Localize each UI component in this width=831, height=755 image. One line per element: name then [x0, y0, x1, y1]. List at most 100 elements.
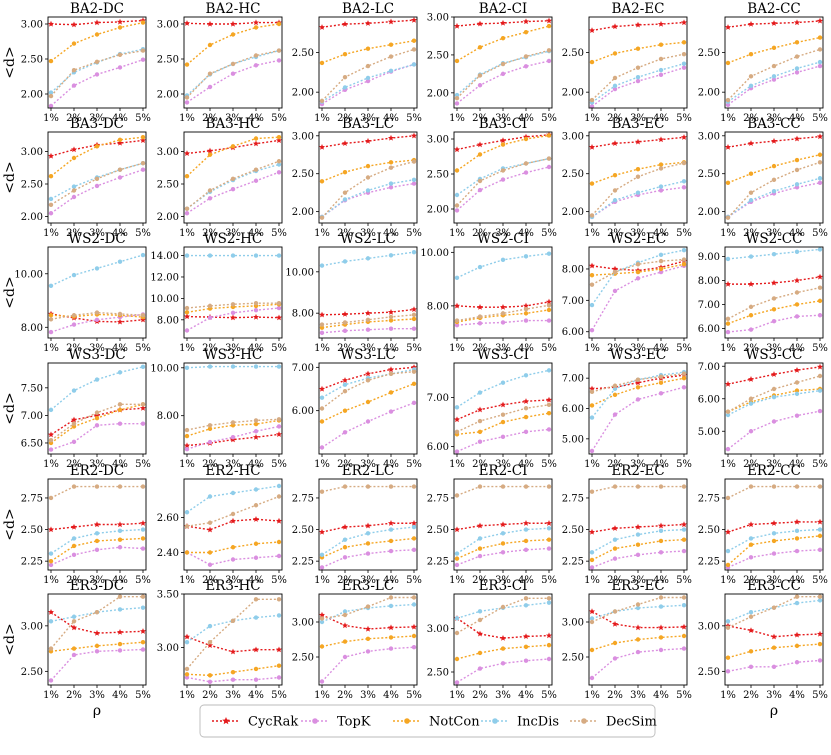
x-tick-label: 4% — [789, 113, 805, 124]
data-point — [817, 298, 823, 304]
data-point — [253, 136, 259, 141]
data-point — [319, 98, 325, 104]
axes-frame — [318, 246, 418, 339]
y-tick-label: 3.00 — [21, 621, 43, 632]
data-point — [658, 647, 664, 653]
legend-label: IncDis — [517, 715, 559, 730]
y-tick-label: 2.00 — [698, 207, 720, 218]
series-line — [50, 522, 144, 531]
x-tick-label: 3% — [495, 575, 511, 586]
data-point — [635, 78, 641, 84]
data-point — [275, 517, 283, 524]
data-point — [794, 314, 800, 319]
data-point — [817, 285, 823, 290]
data-point — [611, 23, 619, 30]
data-point — [816, 17, 824, 24]
data-point — [342, 609, 348, 614]
panel-title: WS3-EC — [610, 347, 666, 363]
series-cycrak — [724, 363, 824, 387]
panel-title: BA3-DC — [70, 116, 124, 132]
data-point — [545, 632, 553, 639]
data-point — [658, 162, 664, 167]
data-point — [70, 624, 78, 631]
data-point — [411, 177, 417, 182]
data-point — [454, 449, 460, 454]
data-point — [612, 288, 618, 294]
x-tick-label: 5% — [541, 459, 557, 470]
data-point — [612, 640, 618, 646]
series-decsim — [184, 417, 282, 433]
data-point — [342, 74, 348, 80]
data-point — [771, 177, 777, 182]
data-point — [477, 152, 483, 157]
x-tick-label: 5% — [541, 113, 557, 124]
y-tick-label: 3.50 — [157, 590, 179, 601]
data-point — [657, 136, 665, 143]
data-point — [365, 63, 371, 69]
panel-ba2-ec: BA2-EC 2.00 2.50 1% 2% 3% 4% 5% — [562, 1, 692, 124]
data-point — [94, 531, 100, 536]
data-point — [71, 41, 77, 46]
data-point — [771, 251, 777, 257]
series-line — [50, 422, 143, 451]
series-line — [321, 596, 414, 620]
y-tick-label: 3.00 — [427, 135, 449, 146]
x-tick-label: 2% — [607, 113, 623, 124]
data-point — [48, 313, 54, 318]
series-line — [186, 315, 280, 319]
series-topk — [454, 318, 552, 328]
data-point — [817, 180, 823, 186]
x-tick-label: 4% — [653, 459, 669, 470]
data-point — [725, 669, 731, 674]
data-point — [588, 385, 596, 392]
y-tick-label: 2.50 — [698, 667, 720, 678]
data-point — [342, 382, 348, 387]
data-point — [388, 538, 394, 544]
x-tick-label: 1% — [179, 690, 195, 701]
series-topk — [48, 167, 146, 216]
data-point — [681, 65, 687, 70]
x-tick-label: 4% — [248, 343, 264, 354]
panel-ba3-dc: BA3-DC 2.00 2.50 3.00 1% 2% 3% 4% 5% <d> — [2, 116, 151, 239]
series-decsim — [48, 594, 146, 651]
data-point — [816, 630, 824, 637]
data-point — [794, 548, 800, 554]
data-point — [522, 520, 530, 526]
data-point — [725, 619, 731, 624]
data-point — [117, 537, 123, 542]
x-tick-label: 3% — [630, 343, 646, 354]
y-tick-label: 8.00 — [157, 315, 179, 326]
data-point — [634, 523, 642, 530]
series-topk — [589, 548, 687, 570]
y-tick-label: 2.50 — [292, 48, 314, 59]
data-point — [588, 608, 596, 615]
data-point — [47, 526, 55, 533]
data-point — [546, 58, 552, 64]
series-topk — [319, 400, 417, 450]
data-point — [411, 633, 417, 639]
series-notcon — [184, 539, 282, 555]
data-point — [48, 196, 54, 202]
data-point — [365, 317, 371, 322]
data-point — [794, 660, 800, 665]
data-point — [275, 314, 283, 321]
x-tick-label: 4% — [789, 459, 805, 470]
x-tick-label: 1% — [449, 459, 465, 470]
x-tick-label: 2% — [472, 113, 488, 124]
data-point — [364, 137, 372, 144]
data-point — [94, 310, 100, 315]
x-tick-label: 1% — [584, 343, 600, 354]
data-point — [635, 542, 641, 547]
data-point — [230, 669, 236, 675]
data-point — [771, 74, 777, 79]
y-axis-label: <d> — [2, 508, 18, 540]
data-point — [725, 256, 731, 262]
data-point — [658, 252, 664, 258]
data-point — [476, 20, 484, 27]
data-point — [612, 83, 618, 89]
data-point — [657, 624, 665, 631]
data-point — [612, 392, 618, 398]
data-point — [725, 180, 731, 186]
series-topk — [725, 547, 823, 570]
x-tick-label: 5% — [812, 690, 828, 701]
